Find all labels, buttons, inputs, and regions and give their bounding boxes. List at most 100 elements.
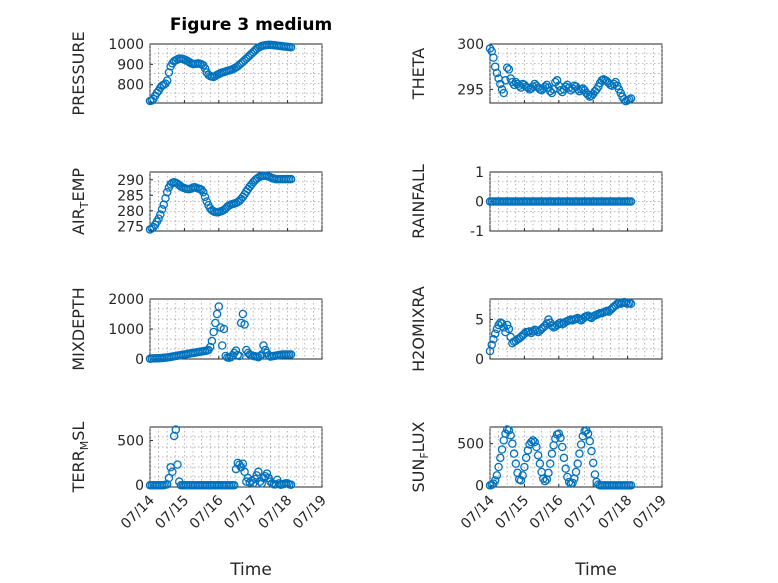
y-axis-label-subscript: T: [78, 201, 91, 209]
data-point: [489, 53, 498, 62]
data-point: [528, 436, 538, 445]
y-tick-label: 300: [457, 37, 484, 53]
data-point: [238, 309, 248, 319]
data-point: [490, 329, 500, 338]
data-point: [508, 439, 517, 448]
data-point: [286, 480, 296, 490]
x-tick-label: 07/16: [527, 492, 567, 532]
data-point: [199, 187, 208, 197]
data-point: [532, 326, 541, 335]
x-tick-label: 07/15: [492, 493, 532, 533]
data-point: [583, 429, 593, 438]
data-point: [494, 462, 503, 472]
y-tick-label: 295: [457, 82, 484, 98]
data-point: [212, 309, 222, 319]
data-point: [588, 458, 598, 468]
data-point: [490, 476, 500, 485]
x-axis-label-left: Time: [229, 560, 272, 580]
data-point: [259, 341, 268, 350]
data-point: [518, 471, 527, 480]
data-point: [240, 320, 249, 329]
x-tick-label: 07/19: [630, 493, 670, 533]
data-point: [162, 76, 172, 85]
data-point: [257, 479, 267, 488]
y-axis-label: TERRMSL: [69, 422, 91, 494]
data-series: [145, 40, 296, 106]
x-tick-label: 07/18: [256, 493, 296, 533]
data-series: [145, 171, 296, 234]
data-point: [556, 433, 565, 443]
y-tick-label: 2000: [108, 292, 144, 308]
data-point: [504, 426, 514, 435]
y-tick-label: 0: [135, 478, 144, 494]
data-point: [626, 299, 636, 308]
subplot-pressure: 800 900 1000 PRESSURE: [69, 31, 323, 116]
x-tick-label: 07/17: [221, 493, 261, 533]
y-axis-label: RAINFALL: [409, 164, 428, 239]
data-point: [254, 467, 263, 477]
y-tick-label: 900: [117, 57, 144, 73]
data-point: [504, 65, 514, 74]
x-tick-label: 07/16: [187, 492, 227, 532]
data-point: [286, 350, 296, 359]
data-point: [168, 467, 177, 477]
subplot-theta: 295 300 THETA: [409, 37, 663, 106]
data-point: [583, 90, 593, 100]
data-point: [211, 318, 220, 328]
y-tick-label: 1000: [108, 37, 144, 53]
data-point: [157, 205, 167, 214]
data-point: [523, 446, 533, 455]
subplot-mixdepth: 0 1000 2000 MIXDEPTH: [69, 287, 323, 371]
x-tick-label: 07/18: [596, 493, 636, 533]
data-point: [544, 468, 553, 478]
data-point: [173, 460, 182, 469]
y-tick-label: 0: [475, 195, 484, 211]
y-tick-label: 0: [475, 352, 484, 368]
data-point: [502, 63, 512, 72]
data-point: [545, 459, 555, 468]
data-point: [154, 214, 163, 223]
figure-title: Figure 3 medium: [170, 15, 332, 35]
y-tick-label: 285: [117, 188, 144, 204]
data-point: [540, 476, 550, 486]
x-tick-label: 07/19: [290, 493, 330, 533]
y-tick-label: 1000: [108, 322, 144, 338]
y-axis-label-part: EMP: [69, 168, 88, 202]
data-point: [209, 327, 218, 337]
subplot-h2omixra: 0 5 H2OMIXRA: [409, 286, 663, 372]
y-tick-label: 290: [117, 173, 144, 189]
data-point: [499, 88, 509, 98]
data-point: [207, 336, 217, 346]
y-axis-label-part: AIR: [69, 208, 88, 235]
data-point: [554, 429, 564, 438]
y-tick-label: 500: [117, 433, 144, 449]
data-point: [214, 302, 224, 311]
data-point: [255, 351, 265, 361]
y-axis-label: PRESSURE: [69, 31, 88, 115]
data-point: [626, 481, 636, 490]
data-point: [575, 449, 584, 458]
data-point: [200, 192, 210, 202]
data-series: [485, 197, 636, 206]
data-point: [571, 467, 581, 477]
data-point: [532, 442, 541, 452]
data-point: [219, 324, 229, 334]
data-point: [492, 68, 502, 78]
y-tick-label: 1: [475, 165, 484, 181]
data-point: [520, 462, 529, 472]
data-point: [626, 94, 636, 103]
data-point: [496, 453, 505, 463]
data-point: [230, 480, 239, 490]
data-series: [485, 425, 636, 490]
y-tick-label: -1: [470, 224, 484, 240]
data-point: [205, 342, 215, 352]
data-point: [540, 82, 550, 91]
y-tick-label: 0: [135, 352, 144, 368]
data-point: [240, 467, 249, 477]
y-axis-label: THETA: [409, 48, 428, 100]
data-point: [262, 469, 272, 478]
data-point: [573, 459, 582, 468]
